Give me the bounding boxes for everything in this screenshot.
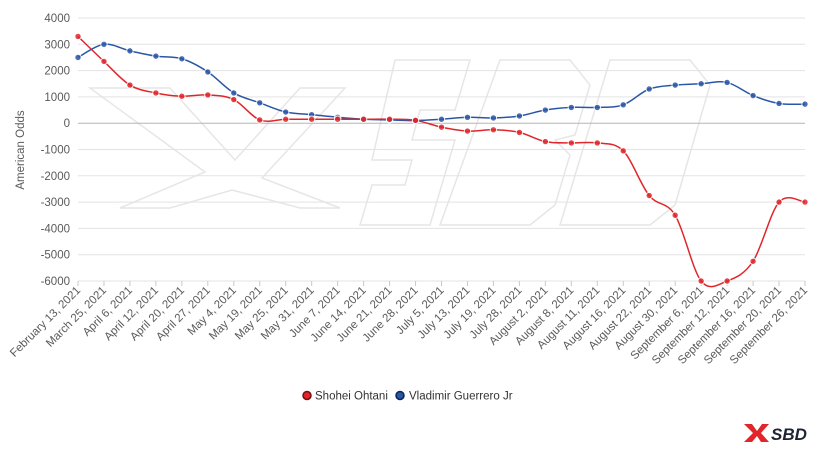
y-tick-label: -5000: [41, 250, 70, 262]
data-point-guerrero[interactable]: [178, 55, 186, 63]
data-point-ohtani[interactable]: [515, 128, 524, 137]
sbd-logo: SBD: [744, 424, 807, 444]
data-point-guerrero[interactable]: [126, 47, 134, 55]
series-ohtani: [74, 32, 809, 288]
data-point-guerrero[interactable]: [74, 53, 82, 62]
legend-marker-ohtani: [302, 390, 312, 401]
sbd-logo-text: SBD: [771, 425, 807, 444]
data-point-ohtani[interactable]: [74, 32, 82, 41]
data-point-ohtani[interactable]: [645, 191, 653, 200]
data-point-ohtani[interactable]: [282, 115, 290, 123]
data-point-guerrero[interactable]: [541, 106, 550, 114]
y-tick-label: 3000: [44, 39, 70, 51]
data-point-guerrero[interactable]: [204, 68, 212, 76]
y-axis: 4000 3000 2000 1000 0 -1000 -2000 -3000 -4000 -50…: [41, 13, 70, 288]
data-point-guerrero[interactable]: [749, 91, 757, 100]
y-axis-label: American Odds: [15, 110, 27, 190]
data-point-ohtani[interactable]: [178, 92, 186, 100]
legend: Shohei Ohtani Vladimir Guerrero Jr: [302, 390, 513, 403]
y-tick-label: -1000: [41, 145, 70, 157]
y-tick-label: -6000: [41, 276, 70, 288]
data-point-ohtani[interactable]: [697, 277, 705, 285]
data-point-guerrero[interactable]: [593, 103, 601, 112]
data-point-guerrero[interactable]: [697, 80, 705, 88]
data-point-guerrero[interactable]: [671, 81, 679, 89]
data-point-guerrero[interactable]: [437, 115, 446, 123]
legend-marker-guerrero: [395, 390, 405, 401]
series-line-ohtani: [77, 35, 806, 288]
series-layer: [74, 32, 809, 288]
data-point-ohtani[interactable]: [541, 137, 550, 146]
data-point-ohtani[interactable]: [723, 277, 731, 285]
data-point-guerrero[interactable]: [567, 103, 576, 112]
sbd-logo-x-icon: [744, 424, 769, 442]
y-tick-label: -2000: [41, 171, 70, 183]
data-point-ohtani[interactable]: [204, 91, 212, 99]
data-point-ohtani[interactable]: [593, 139, 601, 147]
legend-item-ohtani[interactable]: Shohei Ohtani: [302, 390, 388, 403]
legend-item-guerrero[interactable]: Vladimir Guerrero Jr: [395, 390, 513, 403]
data-point-guerrero[interactable]: [801, 100, 809, 108]
data-point-guerrero[interactable]: [100, 40, 108, 48]
data-point-ohtani[interactable]: [100, 57, 108, 66]
data-point-ohtani[interactable]: [489, 126, 498, 134]
watermark-logo: [87, 59, 711, 226]
data-point-ohtani[interactable]: [307, 115, 316, 123]
data-point-guerrero[interactable]: [282, 108, 290, 116]
data-point-ohtani[interactable]: [230, 95, 238, 104]
data-point-guerrero[interactable]: [256, 99, 264, 107]
data-point-guerrero[interactable]: [152, 52, 160, 60]
data-point-ohtani[interactable]: [463, 127, 472, 135]
data-point-guerrero[interactable]: [230, 89, 238, 97]
series-line-guerrero: [77, 43, 806, 122]
grid: [78, 17, 805, 282]
legend-label-ohtani: Shohei Ohtani: [315, 391, 388, 403]
series-guerrero: [74, 40, 809, 125]
data-point-guerrero[interactable]: [645, 85, 653, 93]
data-point-ohtani[interactable]: [333, 115, 342, 123]
data-point-ohtani[interactable]: [411, 116, 420, 125]
data-point-guerrero[interactable]: [723, 78, 731, 87]
data-point-guerrero[interactable]: [463, 113, 472, 121]
y-tick-label: -4000: [41, 223, 70, 235]
legend-label-guerrero: Vladimir Guerrero Jr: [409, 391, 513, 403]
y-tick-label: 4000: [44, 13, 70, 25]
y-tick-label: -3000: [41, 197, 70, 209]
y-tick-label: 1000: [44, 92, 70, 104]
data-point-guerrero[interactable]: [515, 112, 524, 120]
data-point-guerrero[interactable]: [619, 101, 627, 109]
y-tick-label: 0: [64, 118, 70, 130]
data-point-ohtani[interactable]: [359, 115, 368, 123]
data-point-ohtani[interactable]: [567, 139, 576, 147]
data-point-ohtani[interactable]: [126, 81, 134, 89]
data-point-guerrero[interactable]: [489, 114, 498, 122]
data-point-ohtani[interactable]: [775, 198, 783, 206]
data-point-ohtani[interactable]: [437, 123, 446, 131]
data-point-ohtani[interactable]: [619, 147, 627, 155]
data-point-ohtani[interactable]: [152, 89, 160, 97]
data-point-ohtani[interactable]: [385, 115, 394, 123]
data-point-ohtani[interactable]: [801, 198, 809, 206]
data-point-guerrero[interactable]: [775, 99, 783, 108]
data-point-ohtani[interactable]: [671, 211, 679, 219]
data-point-ohtani[interactable]: [256, 116, 264, 124]
data-point-ohtani[interactable]: [749, 257, 757, 265]
y-tick-label: 2000: [44, 66, 70, 78]
